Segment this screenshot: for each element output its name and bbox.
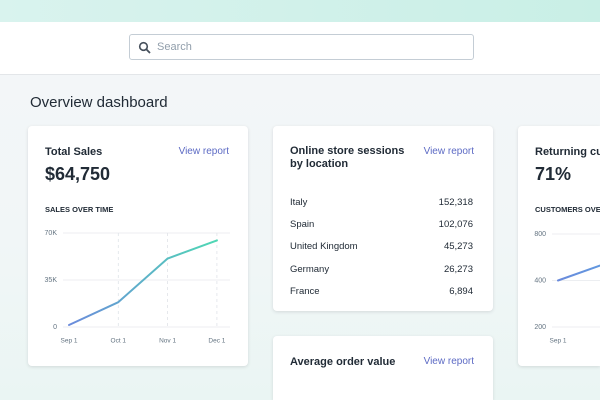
session-count: 6,894	[449, 285, 473, 297]
table-row: France 6,894	[290, 286, 473, 297]
search-icon	[138, 41, 151, 54]
view-report-link[interactable]: View report	[423, 356, 474, 367]
card: Average order value View report	[273, 336, 493, 400]
view-report-link[interactable]: View report	[423, 146, 474, 157]
y-tick-label: 400	[534, 277, 546, 284]
card: Returning customer rate 71% CUSTOMERS OV…	[518, 126, 600, 366]
session-count: 152,318	[438, 197, 473, 208]
chart-title: SALES OVER TIME	[45, 205, 113, 214]
metric: 71%	[535, 164, 572, 184]
x-tick-label: Oct 1	[111, 338, 127, 345]
location-name: Spain	[290, 219, 315, 231]
table-row: United Kingdom 45,273	[290, 241, 473, 252]
table-row: Germany 26,273	[290, 264, 473, 275]
header: Search	[0, 22, 600, 75]
chart: CUSTOMERS OVER TIME 200 400 800 Sep 1	[534, 205, 600, 345]
y-tick-label: 70K	[45, 230, 58, 237]
y-tick-label: 0	[53, 324, 57, 331]
search-placeholder: Search	[157, 41, 192, 53]
x-tick-label: Dec 1	[208, 338, 225, 345]
chart: SALES OVER TIME 0 35K 70K Sep 1 Oct 1 Nov 1 Dec…	[45, 205, 230, 345]
card: Online store sessions by location View r…	[273, 126, 493, 311]
card-title: Online store sessions by location	[290, 145, 405, 170]
y-tick-label: 35K	[45, 277, 58, 284]
session-count: 102,076	[438, 219, 473, 231]
x-tick-label: Sep 1	[550, 338, 567, 345]
line-series	[557, 264, 600, 282]
card-title: Returning customer rate	[535, 146, 600, 158]
y-tick-label: 200	[534, 324, 546, 331]
table-row: Spain 102,076	[290, 219, 473, 230]
location-name: France	[290, 285, 320, 297]
session-count: 45,273	[443, 241, 473, 253]
table-row: Italy 152,318	[290, 197, 473, 208]
card-title: Average order value	[290, 356, 396, 368]
line-series	[68, 239, 218, 326]
page-title: Overview dashboard	[30, 94, 168, 111]
y-tick-label: 800	[534, 231, 546, 238]
top-banner	[0, 0, 600, 22]
location-name: Italy	[290, 197, 308, 208]
x-tick-label: Nov 1	[159, 338, 176, 345]
location-name: Germany	[290, 263, 330, 275]
location-name: United Kingdom	[290, 241, 358, 253]
metric: $64,750	[45, 164, 111, 184]
x-tick-label: Sep 1	[61, 338, 78, 345]
card-title: Total Sales	[45, 146, 103, 158]
view-report-link[interactable]: View report	[178, 146, 229, 157]
card: Total Sales View report $64,750 SALES OV…	[28, 126, 248, 366]
search-box[interactable]: Search	[129, 34, 474, 60]
chart-title: CUSTOMERS OVER TIME	[535, 205, 600, 214]
session-count: 26,273	[443, 263, 473, 275]
